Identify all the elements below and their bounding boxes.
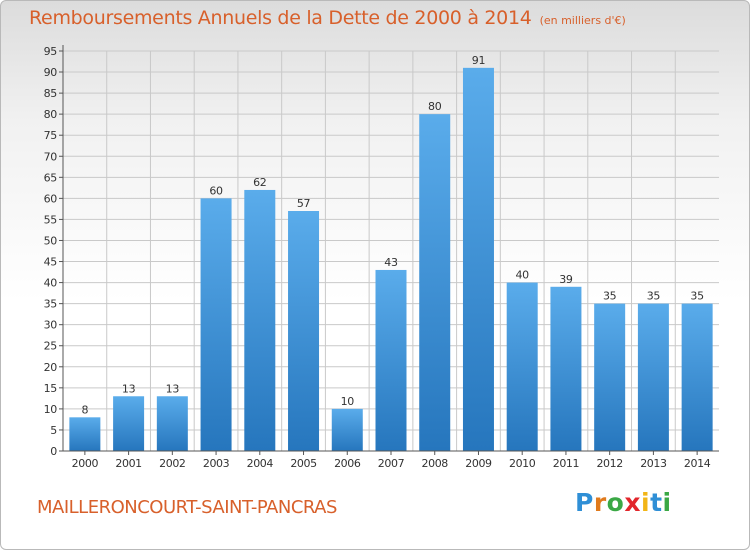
bar bbox=[462, 67, 494, 451]
data-label: 8 bbox=[82, 403, 89, 416]
x-tick-label: 2006 bbox=[334, 457, 361, 470]
bar bbox=[331, 408, 363, 451]
bar bbox=[288, 211, 320, 451]
logo-letter: r bbox=[593, 488, 607, 517]
y-tick-label: 0 bbox=[50, 445, 57, 458]
bar bbox=[506, 282, 538, 451]
x-tick-label: 2005 bbox=[290, 457, 317, 470]
y-tick-label: 35 bbox=[44, 298, 58, 311]
y-tick-label: 15 bbox=[44, 382, 58, 395]
x-tick-label: 2000 bbox=[72, 457, 99, 470]
data-label: 40 bbox=[515, 269, 529, 282]
bar bbox=[200, 198, 232, 451]
y-tick-label: 55 bbox=[44, 213, 58, 226]
chart-subtitle: (en milliers d'€) bbox=[539, 14, 626, 27]
bar bbox=[594, 303, 626, 451]
y-tick-label: 30 bbox=[44, 319, 58, 332]
x-tick-label: 2003 bbox=[203, 457, 230, 470]
title-row: Remboursements Annuels de la Dette de 20… bbox=[29, 7, 626, 29]
y-tick-label: 75 bbox=[44, 129, 58, 142]
data-label: 35 bbox=[690, 290, 704, 303]
data-label: 39 bbox=[559, 273, 573, 286]
y-tick-label: 25 bbox=[44, 340, 58, 353]
y-tick-label: 70 bbox=[44, 150, 58, 163]
logo-letter: t bbox=[650, 488, 663, 517]
data-label: 91 bbox=[472, 54, 485, 67]
logo-letter: P bbox=[575, 488, 594, 517]
logo-letter: x bbox=[624, 488, 641, 517]
bar bbox=[156, 396, 188, 451]
bar bbox=[113, 396, 145, 451]
x-tick-label: 2010 bbox=[509, 457, 536, 470]
bar bbox=[681, 303, 713, 451]
y-tick-label: 65 bbox=[44, 171, 58, 184]
x-tick-label: 2008 bbox=[422, 457, 449, 470]
x-tick-label: 2011 bbox=[553, 457, 579, 470]
x-tick-label: 2004 bbox=[247, 457, 274, 470]
bar bbox=[637, 303, 669, 451]
y-tick-label: 80 bbox=[44, 108, 58, 121]
data-label: 62 bbox=[253, 176, 266, 189]
data-label: 80 bbox=[428, 100, 442, 113]
y-tick-label: 40 bbox=[44, 277, 58, 290]
y-tick-label: 90 bbox=[44, 66, 58, 79]
data-label: 13 bbox=[122, 382, 136, 395]
bar bbox=[244, 189, 276, 451]
x-tick-label: 2012 bbox=[596, 457, 622, 470]
data-label: 35 bbox=[603, 290, 617, 303]
x-tick-label: 2001 bbox=[115, 457, 141, 470]
y-tick-label: 60 bbox=[44, 192, 58, 205]
logo-letter: o bbox=[606, 488, 625, 517]
bar bbox=[69, 417, 101, 451]
x-tick-label: 2007 bbox=[378, 457, 405, 470]
bar bbox=[419, 114, 451, 451]
place-name: MAILLERONCOURT-SAINT-PANCRAS bbox=[37, 497, 337, 518]
y-tick-label: 50 bbox=[44, 234, 58, 247]
logo-letter: i bbox=[641, 488, 651, 517]
y-tick-label: 20 bbox=[44, 361, 58, 374]
x-tick-label: 2009 bbox=[465, 457, 492, 470]
logo-letter: i bbox=[662, 488, 672, 517]
bar bbox=[375, 269, 407, 451]
proxiti-logo: Proxiti bbox=[575, 488, 672, 517]
y-tick-label: 5 bbox=[50, 424, 57, 437]
x-tick-label: 2002 bbox=[159, 457, 185, 470]
data-label: 10 bbox=[341, 395, 355, 408]
data-label: 13 bbox=[166, 382, 180, 395]
x-tick-label: 2013 bbox=[640, 457, 667, 470]
bar bbox=[550, 286, 582, 451]
data-label: 35 bbox=[647, 290, 661, 303]
y-tick-label: 10 bbox=[44, 403, 58, 416]
data-label: 60 bbox=[209, 184, 223, 197]
data-label: 57 bbox=[297, 197, 311, 210]
y-tick-label: 85 bbox=[44, 87, 58, 100]
y-tick-label: 95 bbox=[44, 45, 58, 58]
chart-title: Remboursements Annuels de la Dette de 20… bbox=[29, 7, 532, 29]
x-tick-label: 2014 bbox=[684, 457, 711, 470]
y-tick-label: 45 bbox=[44, 256, 58, 269]
data-label: 43 bbox=[384, 256, 398, 269]
